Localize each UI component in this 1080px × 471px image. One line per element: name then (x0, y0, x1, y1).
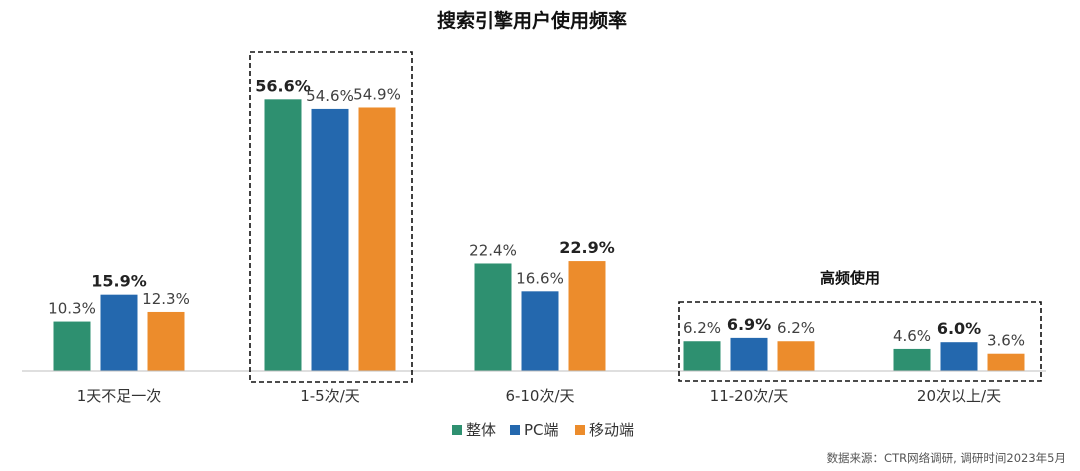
value-label-5-series-2: 6.0% (937, 319, 981, 338)
value-label-5-series-1: 4.6% (893, 327, 931, 345)
value-label-2-series-1: 56.6% (255, 76, 311, 95)
value-label-2-series-2: 54.6% (306, 87, 354, 105)
value-labels-group: 10.3% 15.9%12.3% 56.6%54.6% 54.9% 22.4% 16.6%… (48, 76, 1025, 349)
highlight-box-high-frequency (678, 301, 1042, 382)
legend-swatch-series-1 (452, 425, 462, 435)
value-label-2-series-3: 54.9% (353, 85, 401, 103)
bar-3-series-3 (568, 261, 606, 371)
source-note: 数据来源：CTR网络调研, 调研时间2023年5月 (827, 451, 1066, 465)
legend: 整体 PC端 移动端 (452, 421, 634, 439)
bar-1-series-1 (53, 321, 91, 371)
bar-2-series-1 (264, 99, 302, 371)
value-label-4-series-2: 6.9% (727, 315, 771, 334)
bar-5-series-1 (893, 348, 931, 371)
value-label-3-series-1: 22.4% (469, 241, 517, 259)
value-label-3-series-2: 16.6% (516, 269, 564, 287)
bar-5-series-3 (987, 353, 1025, 371)
high-frequency-annotation: 高频使用 (820, 269, 880, 287)
bar-1-series-2 (100, 294, 138, 371)
bar-3-series-2 (521, 291, 559, 371)
chart-title: 搜索引擎用户使用频率 (437, 9, 627, 32)
legend-label-series-3: 移动端 (589, 421, 634, 439)
value-label-1-series-1: 10.3% (48, 300, 96, 318)
bar-4-series-2 (730, 337, 768, 371)
bars-group (53, 99, 1025, 372)
value-label-5-series-3: 3.6% (987, 332, 1025, 350)
value-label-1-series-3: 12.3% (142, 290, 190, 308)
legend-swatch-series-3 (575, 425, 585, 435)
category-label-4: 11-20次/天 (710, 387, 789, 405)
value-label-1-series-2: 15.9% (91, 272, 147, 291)
bar-5-series-2 (940, 342, 978, 371)
bar-3-series-1 (474, 263, 512, 371)
legend-swatch-series-2 (510, 425, 520, 435)
legend-label-series-2: PC端 (524, 421, 559, 439)
bar-2-series-2 (311, 108, 349, 372)
category-label-1: 1天不足一次 (77, 387, 162, 405)
category-label-5: 20次以上/天 (917, 387, 1001, 405)
value-label-4-series-1: 6.2% (683, 319, 721, 337)
bar-1-series-3 (147, 311, 185, 371)
bar-4-series-3 (777, 341, 815, 371)
value-label-3-series-3: 22.9% (559, 238, 615, 257)
category-label-3: 6-10次/天 (505, 387, 574, 405)
highlight-box-1-5 (249, 51, 413, 383)
bar-4-series-1 (683, 341, 721, 371)
legend-label-series-1: 整体 (466, 421, 496, 439)
value-label-4-series-3: 6.2% (777, 319, 815, 337)
category-label-2: 1-5次/天 (300, 387, 360, 405)
bar-2-series-3 (358, 107, 396, 371)
category-labels-group: 1天不足一次 1-5次/天 6-10次/天 11-20次/天 20次以上/天 (77, 387, 1001, 405)
